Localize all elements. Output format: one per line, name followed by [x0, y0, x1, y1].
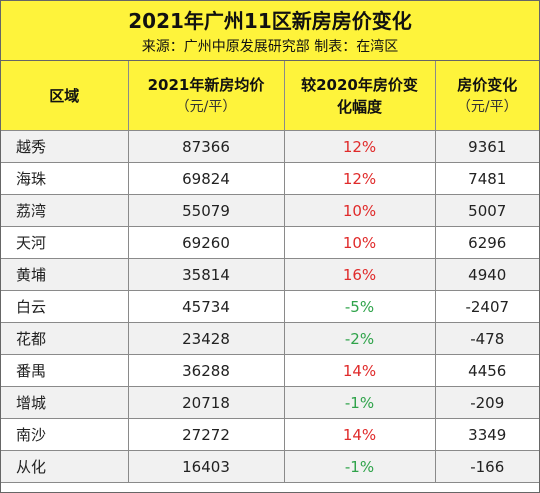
header-avg-price-label: 2021年新房均价 [147, 75, 265, 94]
table-row: 越秀 87366 12% 9361 [1, 130, 539, 163]
avg-price-cell: 35814 [128, 258, 285, 291]
title-block: 2021年广州11区新房房价变化 来源：广州中原发展研究部 制表：在湾区 [1, 1, 539, 61]
header-change-value-label: 房价变化 [457, 75, 518, 94]
avg-price-cell: 20718 [128, 386, 285, 419]
table-row: 荔湾 55079 10% 5007 [1, 194, 539, 227]
header-district: 区域 [1, 61, 129, 131]
avg-price-cell: 36288 [128, 354, 285, 387]
table-row: 番禺 36288 14% 4456 [1, 354, 539, 387]
change-pct-cell: 14% [284, 418, 436, 451]
avg-price-cell: 27272 [128, 418, 285, 451]
avg-price-cell: 55079 [128, 194, 285, 227]
district-cell: 花都 [1, 322, 129, 355]
header-avg-price: 2021年新房均价 （元/平） [128, 61, 285, 131]
table-row: 从化 16403 -1% -166 [1, 450, 539, 483]
price-table: 区域 2021年新房均价 （元/平） 较2020年房价变 化幅度 房价变化 （元… [1, 61, 539, 483]
header-change-value: 房价变化 （元/平） [435, 61, 539, 131]
change-pct-cell: -1% [284, 386, 436, 419]
district-cell: 黄埔 [1, 258, 129, 291]
change-pct-cell: 16% [284, 258, 436, 291]
table-row: 增城 20718 -1% -209 [1, 386, 539, 419]
change-pct-cell: -2% [284, 322, 436, 355]
district-cell: 越秀 [1, 130, 129, 163]
change-value-cell: 9361 [435, 130, 539, 163]
avg-price-cell: 23428 [128, 322, 285, 355]
change-pct-cell: -1% [284, 450, 436, 483]
change-value-cell: 5007 [435, 194, 539, 227]
table-row: 南沙 27272 14% 3349 [1, 418, 539, 451]
change-value-cell: -166 [435, 450, 539, 483]
source-caption: 来源：广州中原发展研究部 制表：在湾区 [141, 39, 399, 55]
avg-price-cell: 16403 [128, 450, 285, 483]
change-pct-cell: -5% [284, 290, 436, 323]
table-row: 天河 69260 10% 6296 [1, 226, 539, 259]
change-value-cell: -478 [435, 322, 539, 355]
district-cell: 从化 [1, 450, 129, 483]
change-pct-cell: 10% [284, 194, 436, 227]
change-value-cell: -209 [435, 386, 539, 419]
change-value-cell: 4456 [435, 354, 539, 387]
header-avg-price-unit: （元/平） [175, 98, 237, 115]
change-pct-cell: 12% [284, 162, 436, 195]
header-change-pct: 较2020年房价变 化幅度 [284, 61, 436, 131]
header-change-value-unit: （元/平） [456, 98, 518, 115]
district-cell: 白云 [1, 290, 129, 323]
change-value-cell: 7481 [435, 162, 539, 195]
avg-price-cell: 87366 [128, 130, 285, 163]
district-cell: 南沙 [1, 418, 129, 451]
change-pct-cell: 12% [284, 130, 436, 163]
avg-price-cell: 69260 [128, 226, 285, 259]
change-value-cell: 3349 [435, 418, 539, 451]
district-cell: 天河 [1, 226, 129, 259]
table-body: 越秀 87366 12% 9361 海珠 69824 12% 7481 荔湾 55079 10% 50… [1, 130, 539, 483]
change-value-cell: 6296 [435, 226, 539, 259]
header-district-label: 区域 [49, 86, 80, 105]
change-pct-cell: 10% [284, 226, 436, 259]
table-row: 黄埔 35814 16% 4940 [1, 258, 539, 291]
avg-price-cell: 45734 [128, 290, 285, 323]
district-cell: 海珠 [1, 162, 129, 195]
district-cell: 番禺 [1, 354, 129, 387]
change-pct-cell: 14% [284, 354, 436, 387]
table-row: 海珠 69824 12% 7481 [1, 162, 539, 195]
page-title: 2021年广州11区新房房价变化 [128, 9, 412, 33]
header-row: 区域 2021年新房均价 （元/平） 较2020年房价变 化幅度 房价变化 （元… [1, 61, 539, 131]
district-cell: 荔湾 [1, 194, 129, 227]
avg-price-cell: 69824 [128, 162, 285, 195]
table-row: 花都 23428 -2% -478 [1, 322, 539, 355]
change-value-cell: -2407 [435, 290, 539, 323]
header-change-pct-label: 较2020年房价变 [301, 75, 418, 94]
district-cell: 增城 [1, 386, 129, 419]
table-row: 白云 45734 -5% -2407 [1, 290, 539, 323]
header-change-pct-label-2: 化幅度 [336, 97, 382, 116]
change-value-cell: 4940 [435, 258, 539, 291]
